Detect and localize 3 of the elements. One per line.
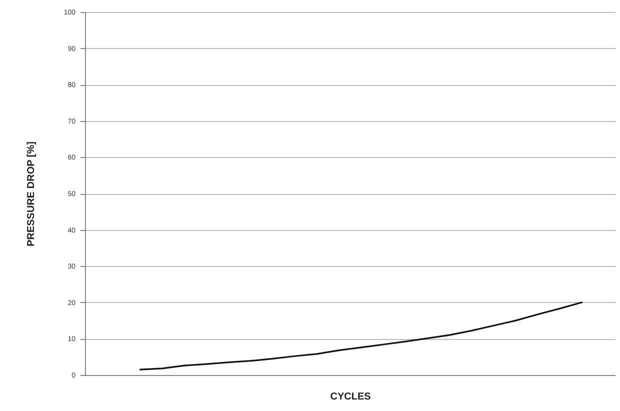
x-axis-title: CYCLES bbox=[330, 392, 372, 402]
y-axis-title: PRESSURE DROP [%] bbox=[26, 142, 37, 246]
line-series bbox=[139, 302, 583, 370]
